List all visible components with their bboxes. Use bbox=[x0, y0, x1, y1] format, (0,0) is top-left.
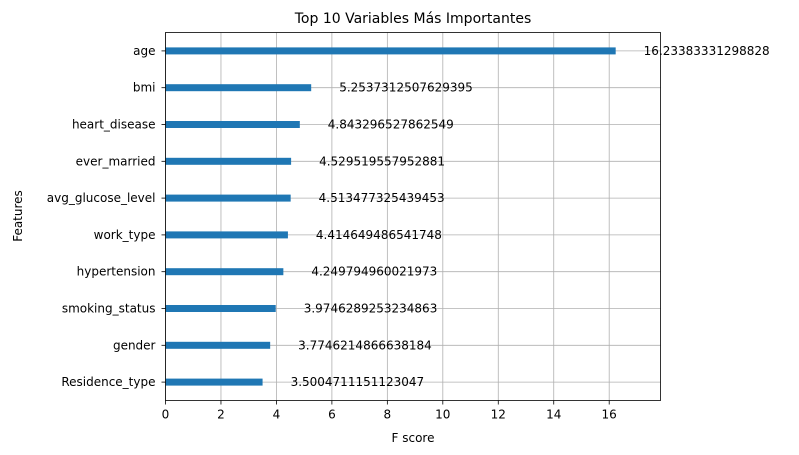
data-label-bmi: 5.2537312507629395 bbox=[339, 81, 473, 95]
bar-work_type bbox=[165, 231, 288, 239]
y-tick-label-smoking_status: smoking_status bbox=[62, 302, 156, 316]
data-label-smoking_status: 3.9746289253234863 bbox=[304, 302, 438, 316]
bar-Residence_type bbox=[165, 378, 263, 386]
y-axis-label: Features bbox=[11, 190, 25, 242]
data-labels: 3.5004711151123047 3.7746214866638184 3.97… bbox=[291, 44, 770, 389]
data-label-hypertension: 4.249794960021973 bbox=[311, 265, 437, 279]
data-label-work_type: 4.414649486541748 bbox=[316, 228, 442, 242]
x-tick-label-5: 10 bbox=[435, 408, 450, 422]
x-tick-label-1: 2 bbox=[217, 408, 225, 422]
chart-title: Top 10 Variables Más Importantes bbox=[294, 11, 531, 27]
plot-frame bbox=[165, 32, 661, 401]
y-tick-label-work_type: work_type bbox=[94, 228, 156, 242]
x-ticks: 0 2 4 6 8 10 12 14 16 bbox=[162, 400, 617, 422]
data-label-Residence_type: 3.5004711151123047 bbox=[291, 375, 425, 389]
x-axis-label: F score bbox=[392, 431, 435, 445]
y-tick-label-heart_disease: heart_disease bbox=[72, 118, 156, 132]
data-label-gender: 3.7746214866638184 bbox=[298, 338, 432, 352]
x-tick-label-6: 12 bbox=[491, 408, 506, 422]
bar-bmi bbox=[165, 84, 312, 92]
y-tick-label-bmi: bmi bbox=[133, 81, 156, 95]
y-tick-label-avg_glucose_level: avg_glucose_level bbox=[47, 191, 156, 205]
x-tick-label-2: 4 bbox=[273, 408, 281, 422]
bar-smoking_status bbox=[165, 305, 276, 312]
y-tick-labels: Residence_type gender smoking_status hypert… bbox=[47, 44, 166, 389]
data-label-avg_glucose_level: 4.513477325439453 bbox=[319, 191, 445, 205]
bar-age bbox=[165, 47, 616, 55]
y-tick-label-ever_married: ever_married bbox=[76, 154, 156, 168]
y-tick-label-Residence_type: Residence_type bbox=[61, 375, 155, 389]
bars bbox=[165, 47, 616, 386]
bar-gender bbox=[165, 341, 271, 349]
bar-ever_married bbox=[165, 157, 292, 165]
x-tick-label-3: 6 bbox=[328, 408, 336, 422]
x-tick-label-0: 0 bbox=[162, 408, 170, 422]
bar-hypertension bbox=[165, 268, 284, 276]
bar-avg_glucose_level bbox=[165, 194, 291, 202]
x-tick-label-4: 8 bbox=[384, 408, 392, 422]
data-label-age: 16.23383331298828 bbox=[644, 44, 770, 58]
y-tick-label-hypertension: hypertension bbox=[77, 265, 156, 279]
y-tick-label-age: age bbox=[133, 44, 155, 58]
y-tick-label-gender: gender bbox=[113, 338, 156, 352]
x-tick-label-8: 16 bbox=[602, 408, 617, 422]
data-label-ever_married: 4.529519557952881 bbox=[319, 154, 445, 168]
data-label-heart_disease: 4.843296527862549 bbox=[328, 118, 454, 132]
x-tick-label-7: 14 bbox=[546, 408, 561, 422]
bar-heart_disease bbox=[165, 121, 300, 128]
